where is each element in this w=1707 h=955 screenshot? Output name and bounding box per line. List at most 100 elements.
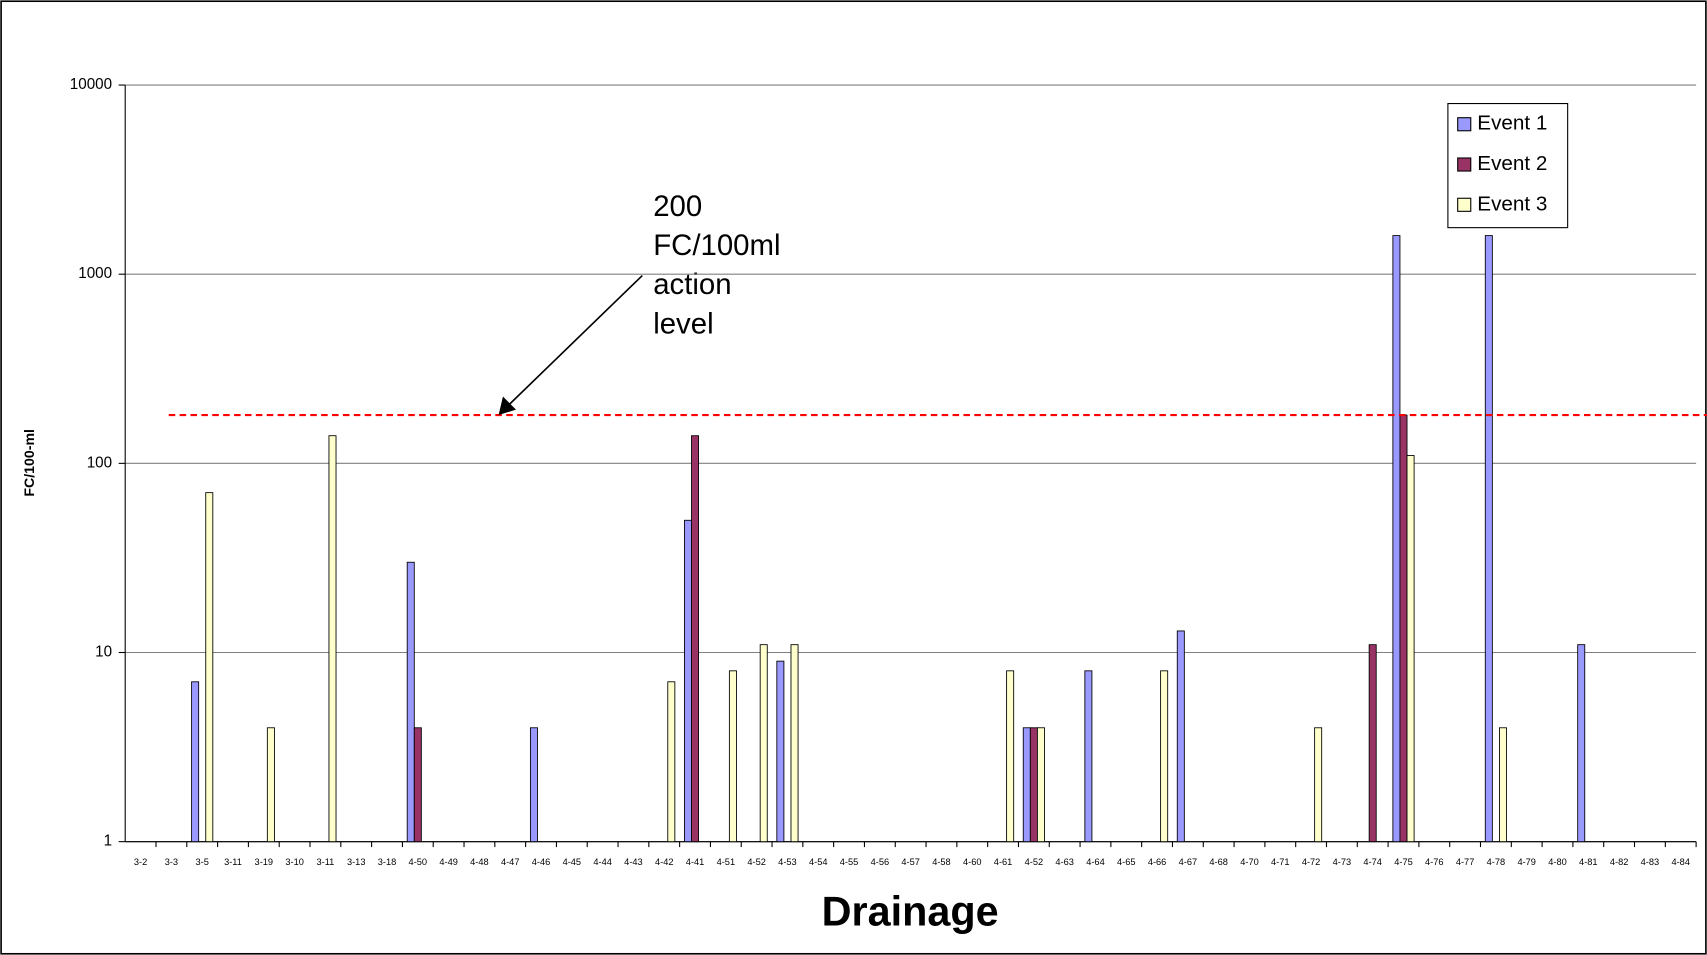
x-axis-title: Drainage (822, 889, 999, 935)
x-tick-label: 4-74 (1363, 857, 1382, 867)
x-tick-label: 4-81 (1579, 857, 1598, 867)
bar (1036, 727, 1045, 843)
x-tick-label: 4-49 (439, 857, 458, 867)
x-tick-label: 3-11 (224, 857, 242, 867)
bar (1499, 727, 1507, 843)
y-tick-label: 1000 (78, 265, 112, 282)
x-tick-label: 4-76 (1425, 857, 1444, 867)
legend-label: Event 1 (1477, 112, 1547, 135)
x-tick-label: 3-5 (196, 857, 209, 867)
y-tick-label: 10000 (70, 76, 112, 93)
x-tick-label: 4-70 (1240, 857, 1259, 867)
x-tick-label: 4-71 (1271, 857, 1290, 867)
x-tick-label: 4-60 (963, 857, 982, 867)
bar (759, 644, 768, 843)
legend: Event 1 Event 2 Event 3 (1447, 103, 1569, 229)
x-tick-label: 4-53 (778, 857, 797, 867)
annotation-line: 200 (653, 190, 702, 223)
x-tick-label: 4-51 (717, 857, 736, 867)
x-tick-label: 4-56 (871, 857, 890, 867)
x-tick-label: 4-41 (686, 857, 705, 867)
x-tick-label: 4-42 (655, 857, 674, 867)
x-tick-label: 3-2 (134, 857, 147, 867)
x-tick-label: 4-82 (1610, 857, 1629, 867)
x-tick-label: 4-65 (1117, 857, 1136, 867)
annotation-line: level (653, 307, 713, 340)
bar (1577, 644, 1586, 843)
bar (1160, 670, 1169, 843)
annotation-line: action (653, 268, 731, 301)
x-tick-label: 4-43 (624, 857, 643, 867)
x-tick-label: 4-52 (1025, 857, 1044, 867)
bar (1392, 235, 1401, 843)
bar (683, 519, 692, 843)
legend-label: Event 3 (1477, 192, 1547, 215)
x-tick-label: 4-80 (1548, 857, 1567, 867)
bar (1029, 727, 1038, 843)
x-tick-label: 3-18 (378, 857, 397, 867)
x-tick-label: 4-44 (593, 857, 612, 867)
x-tick-label: 4-54 (809, 857, 828, 867)
bar (406, 561, 415, 843)
x-tick-label: 4-67 (1179, 857, 1198, 867)
bar (1368, 644, 1377, 843)
bar (728, 670, 737, 843)
x-tick-label: 4-55 (840, 857, 859, 867)
x-tick-label: 4-63 (1055, 857, 1074, 867)
x-tick-label: 4-84 (1671, 857, 1690, 867)
annotation-line: FC/100ml (653, 229, 780, 262)
bar (1084, 670, 1093, 843)
legend-label: Event 2 (1477, 152, 1547, 175)
x-tick-label: 4-46 (532, 857, 551, 867)
bar (1484, 235, 1493, 843)
x-tick-label: 3-10 (285, 857, 304, 867)
y-tick-label: 100 (87, 454, 112, 471)
bar (1406, 455, 1415, 843)
bar (1399, 414, 1408, 843)
x-tick-label: 4-58 (932, 857, 951, 867)
bar (776, 660, 785, 843)
x-tick-label: 4-78 (1487, 857, 1506, 867)
x-tick-label: 4-68 (1209, 857, 1228, 867)
x-tick-label: 4-50 (409, 857, 428, 867)
bar (691, 435, 700, 843)
x-tick-label: 4-83 (1641, 857, 1660, 867)
x-tick-label: 4-48 (470, 857, 489, 867)
legend-swatch (1457, 197, 1472, 212)
x-tick-label: 3-19 (255, 857, 274, 867)
bar (1176, 630, 1185, 843)
bar (1022, 727, 1031, 843)
legend-swatch (1457, 117, 1472, 132)
bar (413, 727, 422, 843)
bar (1006, 670, 1015, 843)
bar (205, 492, 214, 843)
y-tick-label: 10 (95, 644, 112, 661)
x-tick-label: 4-64 (1086, 857, 1105, 867)
x-tick-label: 4-61 (994, 857, 1013, 867)
x-tick-label: 3-13 (347, 857, 366, 867)
bar (667, 681, 676, 843)
arrow-shaft (506, 274, 643, 407)
y-axis-title: FC/100-ml (21, 429, 37, 497)
x-tick-label: 4-79 (1517, 857, 1536, 867)
x-tick-label: 4-47 (501, 857, 520, 867)
arrow-head (498, 396, 517, 416)
x-tick-label: 3-3 (165, 857, 178, 867)
bar (328, 435, 337, 843)
y-tick-label: 1 (104, 833, 112, 850)
legend-swatch (1457, 157, 1472, 172)
x-tick-label: 4-57 (901, 857, 920, 867)
bar (191, 681, 200, 843)
x-tick-label: 4-66 (1148, 857, 1167, 867)
x-tick-label: 4-52 (747, 857, 766, 867)
x-tick-label: 4-73 (1333, 857, 1352, 867)
bar (1314, 727, 1323, 843)
x-tick-label: 4-72 (1302, 857, 1321, 867)
bar (790, 644, 799, 843)
x-tick-label: 4-77 (1456, 857, 1475, 867)
x-tick-label: 4-45 (563, 857, 582, 867)
x-tick-label: 3-11 (316, 857, 334, 867)
bar (529, 727, 538, 843)
x-tick-label: 4-75 (1394, 857, 1413, 867)
